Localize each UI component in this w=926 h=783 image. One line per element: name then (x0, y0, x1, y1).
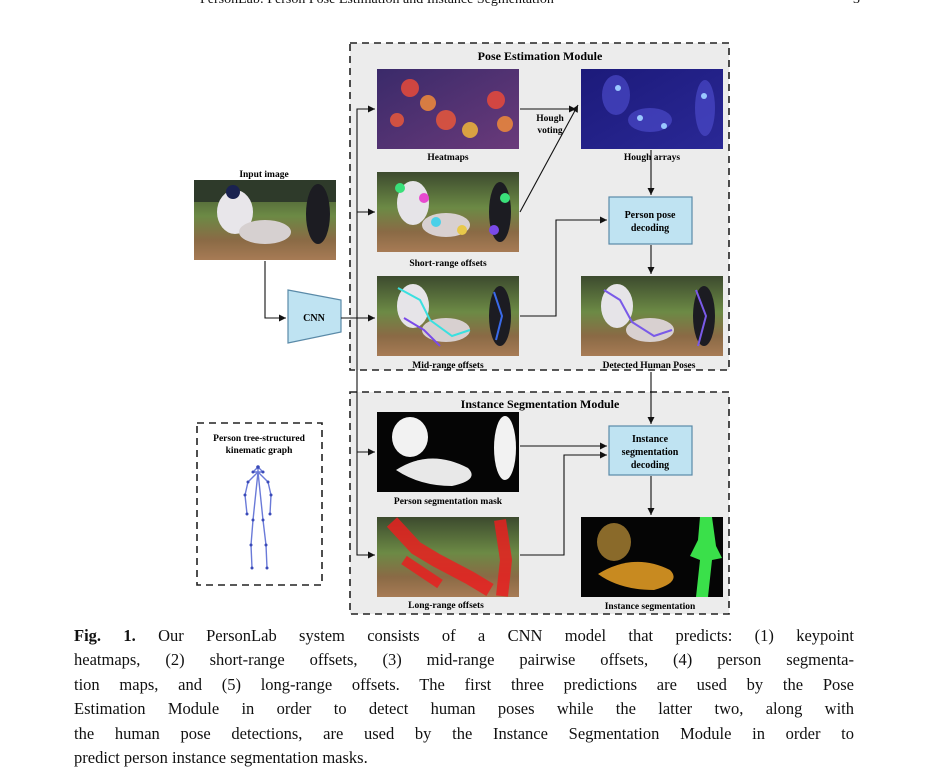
pose-decoding-label-line2: decoding (631, 223, 669, 234)
kinematic-graph-box (196, 422, 323, 586)
hough-voting-label-line2: voting (537, 126, 563, 136)
instance-seg-label: Instance segmentation (605, 602, 696, 612)
caption-line-4: Estimation Module in order to detect hum… (74, 699, 854, 719)
personlab-figure: Pose Estimation Module Instance Segmenta… (194, 42, 730, 615)
hough-arrays-image (581, 69, 723, 149)
detected-poses-label: Detected Human Poses (603, 361, 696, 371)
seg-decoding-label-line3: decoding (631, 460, 669, 471)
flow-arrows (264, 104, 655, 559)
kinematic-graph-label-line2: kinematic graph (226, 446, 293, 456)
short-range-label: Short-range offsets (409, 259, 487, 269)
input-image-label: Input image (239, 170, 288, 180)
pose-decoding-label-line1: Person pose (625, 210, 676, 221)
page-number: 3 (853, 0, 860, 8)
cnn-label: CNN (303, 313, 325, 324)
seg-mask-label: Person segmentation mask (394, 497, 503, 507)
seg-decoding-label-line2: segmentation (622, 447, 679, 458)
pose-decoding-box (608, 196, 693, 245)
kinematic-joints (243, 465, 273, 570)
heatmaps-image (377, 69, 519, 149)
pose-module-title: Pose Estimation Module (478, 49, 603, 63)
instance-seg-image (581, 517, 723, 597)
cnn-block (287, 289, 342, 344)
short-range-image (377, 172, 519, 252)
long-range-label: Long-range offsets (408, 601, 484, 611)
seg-decoding-box (608, 425, 693, 476)
figure-caption: Fig. 1. Our PersonLab system consists of… (74, 624, 854, 770)
caption-label: Fig. 1. (74, 626, 136, 645)
kinematic-skeleton (244, 466, 272, 569)
input-image (194, 180, 336, 260)
heatmaps-label: Heatmaps (427, 153, 468, 163)
seg-module-title: Instance Segmentation Module (461, 397, 620, 411)
seg-mask-image (377, 412, 519, 492)
caption-line-5: the human pose detections, are used by t… (74, 723, 854, 743)
caption-line-6: predict person instance segmentation mas… (74, 748, 368, 768)
mid-range-image (377, 276, 519, 356)
hough-voting-label-line1: Hough (536, 114, 564, 124)
kinematic-graph-label-line1: Person tree-structured (213, 434, 305, 444)
caption-line-3: tion maps, and (5) long-range offsets. T… (74, 674, 854, 694)
caption-line-1: Fig. 1. Our PersonLab system consists of… (74, 624, 854, 648)
caption-line-2: heatmaps, (2) short-range offsets, (3) m… (74, 650, 854, 670)
running-header: PersonLab: Person Pose Estimation and In… (200, 0, 860, 8)
hough-arrays-label: Hough arrays (624, 153, 681, 163)
detected-poses-image (581, 276, 723, 356)
mid-range-label: Mid-range offsets (412, 361, 484, 371)
running-title: PersonLab: Person Pose Estimation and In… (200, 0, 554, 8)
caption-line-1-text: Our PersonLab system consists of a CNN m… (135, 626, 854, 645)
long-range-image (377, 517, 519, 597)
seg-decoding-label-line1: Instance (632, 434, 669, 445)
